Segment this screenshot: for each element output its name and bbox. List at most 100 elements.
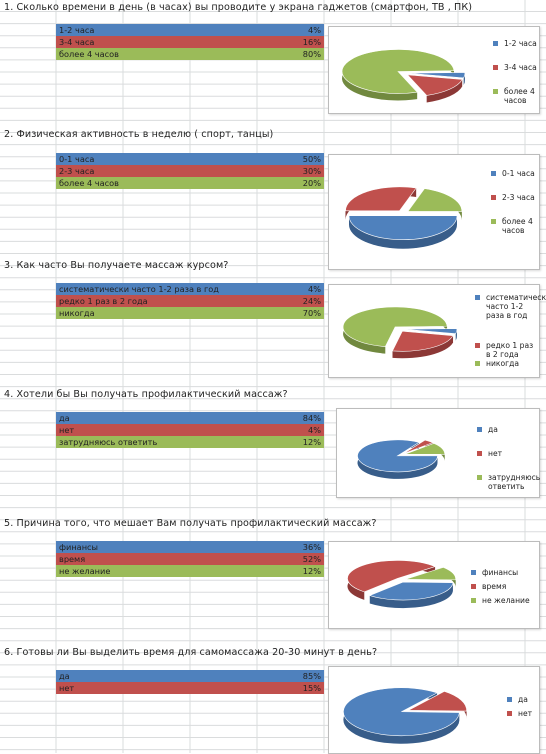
question-title: 6. Готовы ли Вы выделить время для самом… bbox=[4, 647, 378, 658]
pie-chart-plot bbox=[342, 306, 458, 359]
table-row: нет 15% bbox=[56, 682, 324, 694]
legend-swatch bbox=[475, 343, 480, 348]
legend-item: 3-4 часа bbox=[493, 63, 537, 72]
table-row: да 85% bbox=[56, 670, 324, 682]
legend-label: нет bbox=[488, 449, 503, 458]
pie-chart: 1-2 часа 3-4 часа более 4 часов bbox=[328, 26, 540, 114]
legend-swatch bbox=[475, 295, 480, 300]
pie-slice bbox=[392, 330, 454, 352]
answer-label: затрудняюсь ответить bbox=[59, 437, 158, 447]
legend-swatch bbox=[471, 598, 476, 603]
answer-percent: 12% bbox=[302, 566, 321, 576]
answer-label: нет bbox=[59, 683, 75, 693]
table-row: никогда 70% bbox=[56, 307, 324, 319]
legend-label: редко 1 раз в 2 года bbox=[486, 341, 534, 359]
pie-slice bbox=[368, 581, 454, 601]
answer-label: да bbox=[59, 671, 70, 681]
legend-item: редко 1 раз в 2 года bbox=[475, 341, 536, 359]
answer-label: более 4 часов bbox=[59, 49, 119, 59]
table-row: 1-2 часа 4% bbox=[56, 24, 324, 36]
answers-table: да 85% нет 15% bbox=[56, 670, 324, 694]
pie-chart-plot bbox=[345, 186, 463, 249]
pie-slice bbox=[406, 74, 463, 96]
answer-label: редко 1 раз в 2 года bbox=[59, 296, 148, 306]
table-row: финансы 36% bbox=[56, 541, 324, 553]
pie-slice bbox=[345, 186, 417, 212]
answer-percent: 24% bbox=[302, 296, 321, 306]
legend-label: 2-3 часа bbox=[502, 193, 535, 202]
legend-item: 2-3 часа bbox=[491, 193, 535, 202]
legend-label: более 4 часов bbox=[504, 87, 535, 105]
legend-item: затрудняюсь ответить bbox=[477, 473, 540, 491]
legend-label: 0-1 часа bbox=[502, 169, 535, 178]
legend-swatch bbox=[507, 697, 512, 702]
answer-percent: 80% bbox=[302, 49, 321, 59]
legend-swatch bbox=[493, 89, 498, 94]
answers-table: финансы 36% время 52% не желание 12% bbox=[56, 541, 324, 577]
legend-item: 1-2 часа bbox=[493, 39, 537, 48]
answer-label: да bbox=[59, 413, 70, 423]
legend-label: финансы bbox=[482, 568, 519, 577]
legend-swatch bbox=[477, 475, 482, 480]
table-row: затрудняюсь ответить 12% bbox=[56, 436, 324, 448]
legend-label: никогда bbox=[486, 359, 520, 368]
pie-slice bbox=[405, 567, 456, 581]
pie-chart-plot bbox=[347, 560, 456, 609]
table-row: более 4 часов 20% bbox=[56, 177, 324, 189]
pie-slice bbox=[347, 560, 436, 593]
question-title: 3. Как часто Вы получаете массаж курсом? bbox=[4, 260, 229, 271]
answer-percent: 36% bbox=[302, 542, 321, 552]
legend-label: 3-4 часа bbox=[504, 63, 537, 72]
answer-label: 3-4 часа bbox=[59, 37, 95, 47]
legend-item: 0-1 часа bbox=[491, 169, 535, 178]
legend-item: да bbox=[507, 695, 528, 704]
answer-percent: 15% bbox=[302, 683, 321, 693]
pie-slice bbox=[403, 439, 434, 454]
answer-label: систематически часто 1-2 раза в год bbox=[59, 284, 219, 294]
answer-percent: 4% bbox=[308, 425, 321, 435]
legend-label: нет bbox=[518, 709, 533, 718]
table-row: более 4 часов 80% bbox=[56, 48, 324, 60]
legend-item: более 4 часов bbox=[491, 217, 538, 235]
legend-swatch bbox=[491, 195, 496, 200]
legend-item: систематически часто 1-2 раза в год bbox=[475, 293, 546, 320]
pie-slice bbox=[407, 188, 463, 212]
pie-slice bbox=[341, 49, 455, 94]
answers-table: да 84% нет 4% затрудняюсь ответить 12% bbox=[56, 412, 324, 448]
pie-slice bbox=[408, 691, 467, 712]
legend-swatch bbox=[493, 41, 498, 46]
answer-percent: 50% bbox=[302, 154, 321, 164]
answer-label: время bbox=[59, 554, 86, 564]
legend-label: время bbox=[482, 582, 507, 591]
legend-item: никогда bbox=[475, 359, 519, 368]
pie-chart: да нет затрудняюсь ответить bbox=[336, 408, 540, 498]
answer-label: более 4 часов bbox=[59, 178, 119, 188]
legend-label: да bbox=[518, 695, 528, 704]
answer-percent: 52% bbox=[302, 554, 321, 564]
legend-swatch bbox=[507, 711, 512, 716]
answer-percent: 20% bbox=[302, 178, 321, 188]
question-title: 1. Сколько времени в день (в часах) вы п… bbox=[4, 2, 473, 13]
table-row: время 52% bbox=[56, 553, 324, 565]
legend-label: более 4 часов bbox=[502, 217, 533, 235]
pie-slice bbox=[342, 306, 448, 347]
table-row: 2-3 часа 30% bbox=[56, 165, 324, 177]
answer-label: 0-1 часа bbox=[59, 154, 95, 164]
legend-label: не желание bbox=[482, 596, 530, 605]
table-row: 0-1 часа 50% bbox=[56, 153, 324, 165]
legend-item: не желание bbox=[471, 596, 530, 605]
legend-item: более 4 часов bbox=[493, 87, 538, 105]
legend-item: время bbox=[471, 582, 506, 591]
answer-percent: 85% bbox=[302, 671, 321, 681]
answer-percent: 4% bbox=[308, 284, 321, 294]
answer-label: никогда bbox=[59, 308, 95, 318]
answer-percent: 12% bbox=[302, 437, 321, 447]
answers-table: систематически часто 1-2 раза в год 4% р… bbox=[56, 283, 324, 319]
pie-slice bbox=[357, 439, 438, 473]
answer-label: не желание bbox=[59, 566, 111, 576]
table-row: нет 4% bbox=[56, 424, 324, 436]
legend-label: систематически часто 1-2 раза в год bbox=[486, 293, 546, 320]
legend-label: 1-2 часа bbox=[504, 39, 537, 48]
answer-percent: 4% bbox=[308, 25, 321, 35]
answer-percent: 84% bbox=[302, 413, 321, 423]
